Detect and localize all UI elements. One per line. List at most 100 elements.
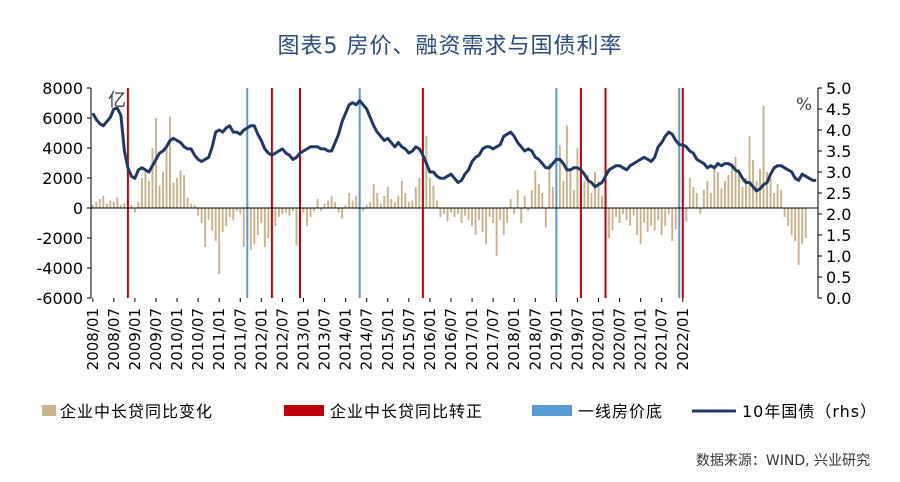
bar <box>801 208 804 244</box>
bar <box>341 208 344 219</box>
bar <box>372 184 375 208</box>
bar <box>657 208 660 220</box>
bar <box>260 208 263 223</box>
bar <box>583 181 586 208</box>
bar <box>313 208 315 211</box>
legend-swatch <box>42 405 56 416</box>
bar <box>407 202 410 208</box>
bar <box>186 197 189 208</box>
bar <box>98 199 101 208</box>
bar <box>769 178 772 208</box>
left-unit-label: 亿 <box>108 90 126 111</box>
bar <box>291 208 294 211</box>
x-tick-label: 2020/01 <box>589 308 607 370</box>
bar <box>699 208 702 214</box>
bar <box>453 208 456 217</box>
bar <box>541 193 544 208</box>
bar <box>281 208 284 214</box>
left-tick-label: 8000 <box>42 79 83 98</box>
bar <box>116 197 119 208</box>
bar <box>544 208 547 228</box>
bar <box>611 208 614 231</box>
bar <box>386 187 389 208</box>
bar <box>513 208 516 214</box>
x-tick-label: 2019/01 <box>547 308 565 370</box>
treasury-10y-line <box>91 99 817 193</box>
bar <box>762 106 765 208</box>
bar <box>263 208 266 247</box>
bar <box>790 208 793 235</box>
bar <box>404 193 407 208</box>
bar <box>414 187 417 208</box>
bar <box>306 208 308 226</box>
bar <box>337 208 340 213</box>
right-tick-label: 0.0 <box>826 289 851 308</box>
bar <box>355 196 358 208</box>
right-tick-label: 4.5 <box>826 100 851 119</box>
bar <box>204 208 207 247</box>
bar <box>530 190 533 208</box>
bar <box>506 208 509 223</box>
bar <box>618 208 621 223</box>
bar <box>520 208 523 223</box>
bar <box>239 208 242 214</box>
bar <box>485 208 488 244</box>
legend-label: 一线房价底 <box>578 402 663 421</box>
bar <box>91 205 94 208</box>
bar <box>140 178 143 208</box>
x-tick-label: 2021/01 <box>632 308 650 370</box>
bar <box>565 125 568 208</box>
bar <box>214 208 217 241</box>
x-tick-label: 2010/07 <box>189 308 207 370</box>
bar <box>695 193 698 208</box>
bar <box>643 208 646 223</box>
bar <box>284 208 287 213</box>
x-tick-label: 2009/07 <box>147 308 165 370</box>
bar <box>597 181 600 208</box>
bar <box>200 208 203 223</box>
right-tick-label: 1.5 <box>826 226 851 245</box>
bar <box>221 208 224 232</box>
bar <box>348 193 351 208</box>
bar <box>193 205 196 208</box>
x-tick-label: 2018/07 <box>526 308 544 370</box>
bar <box>667 208 670 214</box>
bar <box>481 208 484 232</box>
axes: 8000 6000 4000 2000 0 -2000 -4000 -6000 5.0 4.5 4.… <box>37 79 852 370</box>
bar <box>344 205 347 208</box>
bar <box>218 208 221 274</box>
x-tick-label: 2011/07 <box>231 308 249 370</box>
right-tick-label: 1.0 <box>826 247 851 266</box>
bar <box>155 118 157 208</box>
right-tick-label: 2.5 <box>826 184 851 203</box>
bar <box>478 208 481 220</box>
bar <box>738 169 740 208</box>
bar <box>274 208 277 226</box>
bar <box>137 202 140 208</box>
bar <box>692 187 695 208</box>
x-tick-label: 2008/07 <box>105 308 123 370</box>
vertical-marker-lines <box>126 88 684 298</box>
x-tick-label: 2009/01 <box>126 308 144 370</box>
bar <box>537 184 540 208</box>
x-tick-label: 2022/01 <box>674 308 692 370</box>
bar <box>446 208 449 222</box>
bar <box>780 190 783 208</box>
bar <box>590 193 593 208</box>
x-tick-label: 2018/01 <box>505 308 523 370</box>
bar <box>249 208 252 250</box>
bar <box>716 172 719 208</box>
x-tick-label: 2016/07 <box>442 308 460 370</box>
bar <box>253 208 256 244</box>
bar <box>734 157 737 208</box>
x-tick-label: 2008/01 <box>84 308 102 370</box>
bar <box>256 208 259 235</box>
bar <box>572 190 575 208</box>
bar <box>713 169 716 208</box>
bar <box>646 208 649 232</box>
left-tick-label: 6000 <box>42 109 83 128</box>
bar <box>390 199 393 208</box>
bar <box>442 208 445 214</box>
bar <box>685 208 688 222</box>
bar <box>295 208 298 246</box>
